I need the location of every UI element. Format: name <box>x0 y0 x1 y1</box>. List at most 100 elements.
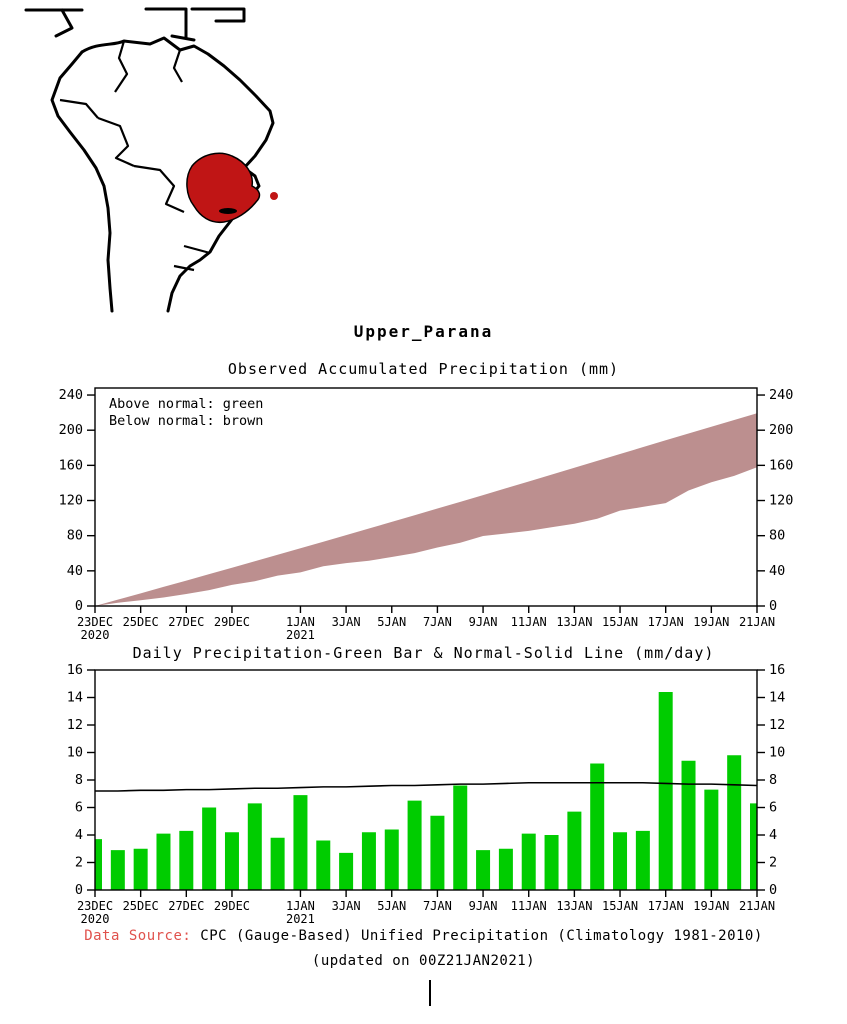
daily-precip-bar <box>316 840 331 890</box>
y-tick-label: 12 <box>769 717 785 733</box>
daily-precip-bar <box>247 803 262 890</box>
x-tick-label: 25DEC <box>123 899 159 913</box>
daily-precip-bar <box>430 815 445 890</box>
data-source-note: Data Source: CPC (Gauge-Based) Unified P… <box>0 928 847 969</box>
y-tick-label: 240 <box>769 387 793 403</box>
x-tick-label: 25DEC <box>123 615 159 629</box>
plot-frame <box>94 669 758 891</box>
map-coastline <box>50 36 275 313</box>
upper-parana-region <box>186 152 261 224</box>
x-tick-label: 7JAN <box>423 899 452 913</box>
daily-precip-bar <box>613 832 628 890</box>
daily-precip-bar <box>224 832 239 890</box>
x-tick-label: 3JAN <box>332 899 361 913</box>
accumulated-chart-title: Observed Accumulated Precipitation (mm) <box>227 360 620 378</box>
y-tick-label: 6 <box>769 800 777 816</box>
daily-precip-bar <box>658 692 673 890</box>
x-tick-label: 5JAN <box>377 615 406 629</box>
y-tick-label: 14 <box>67 690 83 706</box>
coastal-red-spot <box>270 192 278 200</box>
y-tick-label: 2 <box>769 855 777 871</box>
daily-precip-bar <box>407 800 422 890</box>
x-tick-sublabel: 2020 <box>81 628 110 642</box>
y-tick-label: 2 <box>75 855 83 871</box>
x-tick-label: 17JAN <box>648 615 684 629</box>
x-tick-sublabel: 2020 <box>81 912 110 924</box>
y-tick-label: 8 <box>75 772 83 788</box>
x-tick-label: 21JAN <box>739 899 775 913</box>
y-tick-label: 16 <box>769 662 785 678</box>
y-tick-label: 14 <box>769 690 785 706</box>
page-title: Upper_Parana <box>353 322 494 341</box>
x-tick-label: 9JAN <box>469 899 498 913</box>
map-country-borders <box>59 40 211 272</box>
map-clipped-top-lines <box>24 7 246 42</box>
x-tick-label: 15JAN <box>602 615 638 629</box>
daily-precip-bar <box>133 848 148 890</box>
x-tick-label: 29DEC <box>214 615 250 629</box>
daily-precip-bar <box>293 795 308 890</box>
data-source-label: Data Source: <box>84 928 192 944</box>
y-tick-label: 160 <box>769 457 793 473</box>
daily-precip-bar <box>110 850 125 890</box>
y-tick-label: 0 <box>769 882 777 898</box>
x-tick-label: 5JAN <box>377 899 406 913</box>
y-tick-label: 4 <box>769 827 777 843</box>
data-source-line: Data Source: CPC (Gauge-Based) Unified P… <box>0 928 847 944</box>
daily-precip-bar <box>156 833 171 890</box>
x-tick-label: 29DEC <box>214 899 250 913</box>
daily-precip-bar <box>179 830 194 890</box>
daily-precip-bar <box>681 760 696 890</box>
y-tick-label: 4 <box>75 827 83 843</box>
daily-precip-bar <box>270 837 285 890</box>
below-normal-band <box>95 413 757 606</box>
x-tick-label: 27DEC <box>168 615 204 629</box>
daily-precip-bar <box>635 830 650 890</box>
daily-precip-bar <box>727 755 742 890</box>
y-tick-label: 6 <box>75 800 83 816</box>
x-tick-label: 23DEC <box>77 899 113 913</box>
y-tick-label: 200 <box>769 422 793 438</box>
x-tick-label: 15JAN <box>602 899 638 913</box>
daily-precip-bar <box>339 852 354 890</box>
y-tick-label: 0 <box>769 598 777 614</box>
y-tick-label: 8 <box>769 772 777 788</box>
daily-precip-bar <box>567 811 582 890</box>
y-tick-label: 120 <box>59 493 83 509</box>
daily-precip-bar <box>384 829 399 890</box>
x-tick-label: 1JAN <box>286 615 315 629</box>
daily-chart-title: Daily Precipitation-Green Bar & Normal-S… <box>132 644 715 662</box>
x-tick-label: 19JAN <box>693 615 729 629</box>
daily-precip-bar <box>202 807 217 890</box>
y-tick-label: 40 <box>769 563 785 579</box>
plot-frame <box>94 387 758 607</box>
x-tick-label: 19JAN <box>693 899 729 913</box>
daily-precip-bar <box>453 785 468 890</box>
updated-text: (updated on 00Z21JAN2021) <box>311 953 536 969</box>
y-tick-label: 16 <box>67 662 83 678</box>
y-tick-label: 10 <box>769 745 785 761</box>
x-tick-label: 7JAN <box>423 615 452 629</box>
daily-precip-bar <box>521 833 536 890</box>
x-tick-sublabel: 2021 <box>286 912 315 924</box>
y-tick-label: 10 <box>67 745 83 761</box>
daily-precip-bar <box>361 832 376 890</box>
y-tick-label: 0 <box>75 598 83 614</box>
y-tick-label: 0 <box>75 882 83 898</box>
daily-precip-bar <box>590 763 605 890</box>
x-tick-label: 13JAN <box>556 615 592 629</box>
y-tick-label: 80 <box>67 528 83 544</box>
daily-precip-bar <box>750 803 757 890</box>
x-tick-label: 21JAN <box>739 615 775 629</box>
daily-precip-bar <box>95 839 102 890</box>
legend-below-normal: Below normal: brown <box>109 413 263 429</box>
x-tick-label: 11JAN <box>511 899 547 913</box>
daily-precip-bar <box>544 835 559 890</box>
text-cursor <box>429 980 431 1006</box>
normal-precip-line <box>95 781 758 792</box>
y-tick-label: 40 <box>67 563 83 579</box>
x-tick-label: 3JAN <box>332 615 361 629</box>
y-tick-label: 160 <box>59 457 83 473</box>
